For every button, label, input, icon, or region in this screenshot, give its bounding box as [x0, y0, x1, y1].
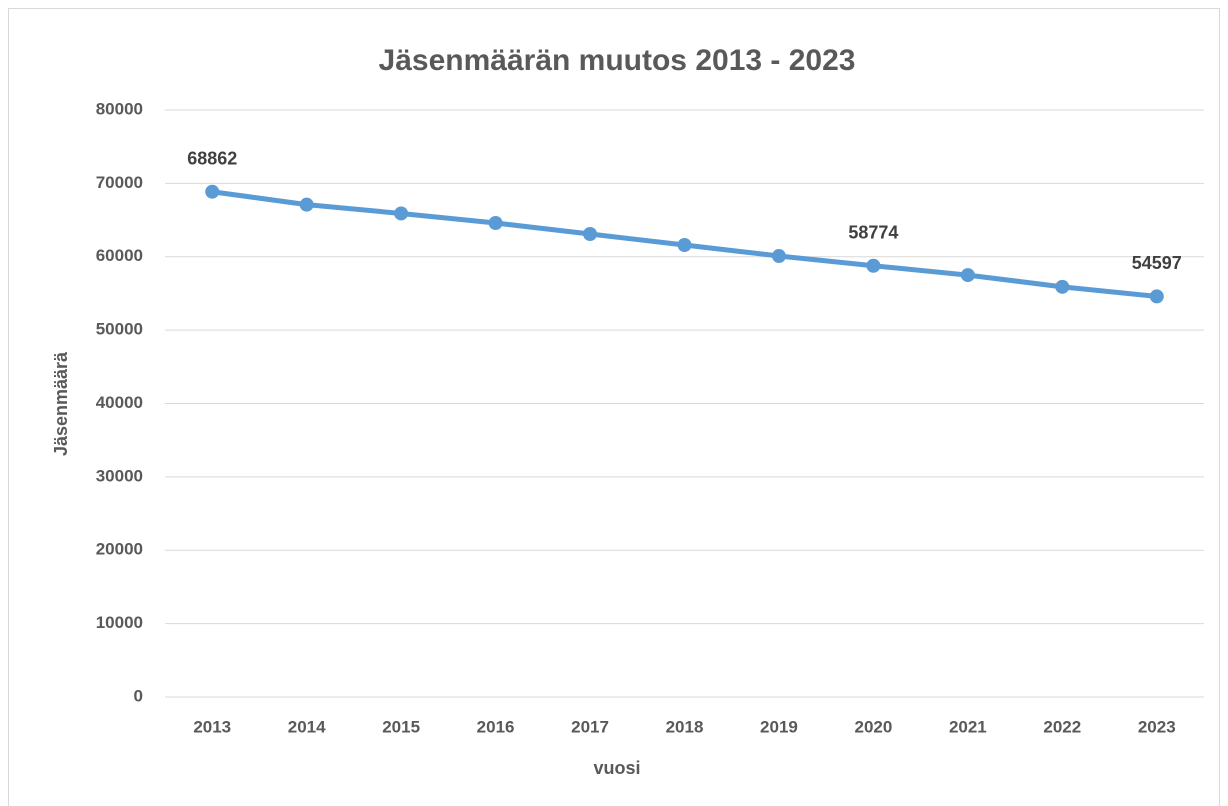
x-tick-label: 2020 [854, 717, 892, 736]
chart-title: Jäsenmäärän muutos 2013 - 2023 [379, 44, 856, 77]
y-tick-label: 60000 [96, 246, 143, 265]
point [299, 197, 314, 212]
point [1055, 279, 1070, 294]
y-tick-label: 30000 [96, 466, 143, 485]
point [866, 258, 881, 273]
chart-border [8, 8, 1220, 806]
y-tick-label: 40000 [96, 393, 143, 412]
y-tick-label: 10000 [96, 613, 143, 632]
point [677, 238, 692, 253]
point [205, 184, 220, 199]
x-tick-label: 2018 [666, 717, 704, 736]
point [1149, 289, 1164, 304]
x-tick-label: 2019 [760, 717, 798, 736]
x-tick-label: 2021 [949, 717, 987, 736]
y-tick-label: 20000 [96, 540, 143, 559]
point [488, 215, 503, 230]
x-tick-label: 2016 [477, 717, 515, 736]
point [771, 249, 786, 264]
x-tick-label: 2023 [1138, 717, 1176, 736]
y-tick-label: 0 [134, 686, 143, 705]
x-tick-label: 2014 [288, 717, 326, 736]
data-label: 54597 [1132, 253, 1182, 273]
y-tick-label: 50000 [96, 320, 143, 339]
x-tick-label: 2013 [193, 717, 231, 736]
y-tick-label: 80000 [96, 99, 143, 118]
point [960, 268, 975, 283]
y-tick-label: 70000 [96, 173, 143, 192]
x-tick-label: 2022 [1043, 717, 1081, 736]
data-label: 68862 [187, 148, 237, 168]
x-axis-title: vuosi [593, 758, 640, 778]
y-axis-title: Jäsenmäärä [51, 351, 71, 456]
point [394, 206, 409, 221]
x-tick-label: 2017 [571, 717, 609, 736]
x-tick-label: 2015 [382, 717, 420, 736]
data-label: 58774 [848, 222, 898, 242]
point [583, 227, 598, 242]
